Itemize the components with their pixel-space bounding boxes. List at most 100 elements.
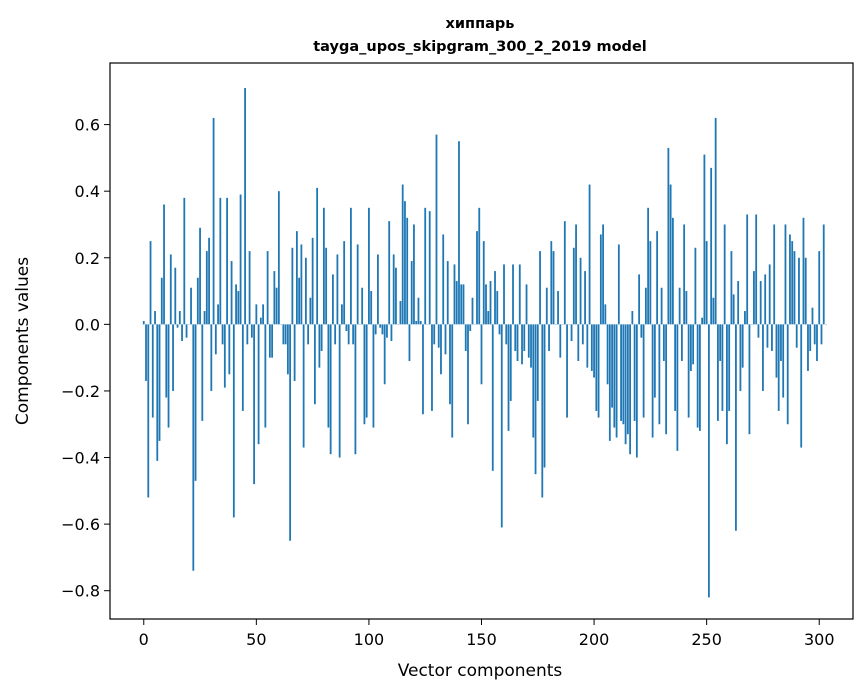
bar	[557, 291, 559, 325]
bar	[408, 324, 411, 361]
bar	[268, 324, 271, 358]
bar	[638, 274, 641, 325]
bar	[689, 324, 692, 371]
bar	[635, 324, 638, 458]
bar	[586, 324, 589, 368]
bar	[154, 311, 156, 325]
bar	[322, 207, 325, 325]
bar	[710, 167, 713, 325]
bar	[559, 324, 562, 358]
bar	[687, 324, 690, 418]
bar	[352, 324, 355, 345]
bar	[505, 324, 508, 345]
bar	[363, 324, 366, 425]
y-tick-label: 0.6	[75, 116, 100, 135]
bar	[500, 324, 503, 528]
bar	[683, 224, 686, 325]
x-tick-label: 300	[804, 630, 835, 649]
bar	[214, 324, 217, 355]
bar	[642, 324, 645, 418]
bar	[302, 324, 305, 448]
bar	[795, 324, 798, 348]
bar	[622, 324, 625, 425]
bar	[626, 324, 629, 435]
bar	[338, 324, 341, 458]
bar	[613, 324, 616, 428]
bar	[629, 324, 631, 455]
bar	[723, 224, 726, 325]
bar	[379, 324, 382, 328]
bar	[809, 324, 812, 351]
bar	[572, 247, 575, 325]
bar	[791, 241, 794, 325]
bar	[566, 324, 568, 418]
bar	[253, 324, 255, 485]
bar	[735, 324, 737, 531]
bar	[428, 211, 431, 325]
bar	[631, 311, 634, 325]
bar	[467, 324, 469, 425]
bar	[228, 324, 231, 375]
bar	[575, 224, 577, 325]
bar	[147, 324, 150, 498]
bar	[671, 217, 674, 325]
bar	[410, 261, 413, 325]
bar	[419, 321, 422, 325]
bar	[437, 324, 440, 348]
bar	[341, 304, 343, 325]
bar	[381, 324, 384, 335]
bar	[217, 304, 219, 325]
bar	[223, 324, 226, 388]
bar	[433, 324, 436, 345]
bar	[647, 207, 650, 325]
bar	[507, 324, 510, 431]
bar	[717, 324, 719, 421]
bar	[658, 324, 661, 425]
bar	[674, 324, 677, 411]
bar	[392, 254, 395, 325]
bar	[386, 324, 388, 338]
bar	[552, 251, 555, 325]
bar	[332, 274, 334, 325]
bar	[395, 267, 397, 325]
bar	[498, 324, 501, 335]
bar	[811, 307, 814, 325]
bar	[464, 324, 467, 351]
bar	[665, 324, 668, 435]
bar	[764, 274, 767, 325]
bar	[192, 324, 195, 571]
bar	[822, 224, 825, 325]
bar	[748, 324, 751, 435]
x-tick-label: 200	[579, 630, 610, 649]
bar	[730, 251, 733, 325]
bar	[617, 244, 620, 325]
bar	[676, 324, 679, 451]
bar	[514, 324, 517, 351]
bar	[350, 207, 352, 325]
bar	[563, 221, 566, 325]
bar	[516, 324, 519, 361]
bar	[469, 324, 472, 332]
bar	[487, 311, 490, 325]
bar	[356, 244, 359, 325]
bar	[536, 324, 539, 401]
bar	[804, 257, 807, 325]
bar	[158, 324, 161, 441]
bar	[584, 271, 586, 325]
bar	[694, 247, 697, 325]
bar	[444, 324, 447, 355]
bar	[644, 287, 647, 325]
bar	[656, 231, 659, 325]
bar	[548, 324, 550, 351]
bar	[442, 234, 445, 325]
bar	[782, 324, 785, 398]
bar	[183, 197, 186, 325]
bar	[653, 324, 656, 398]
bar	[741, 324, 744, 368]
bar	[212, 117, 215, 325]
bar	[611, 324, 613, 408]
bar	[199, 227, 201, 325]
bar	[210, 324, 213, 391]
bar	[413, 224, 415, 325]
